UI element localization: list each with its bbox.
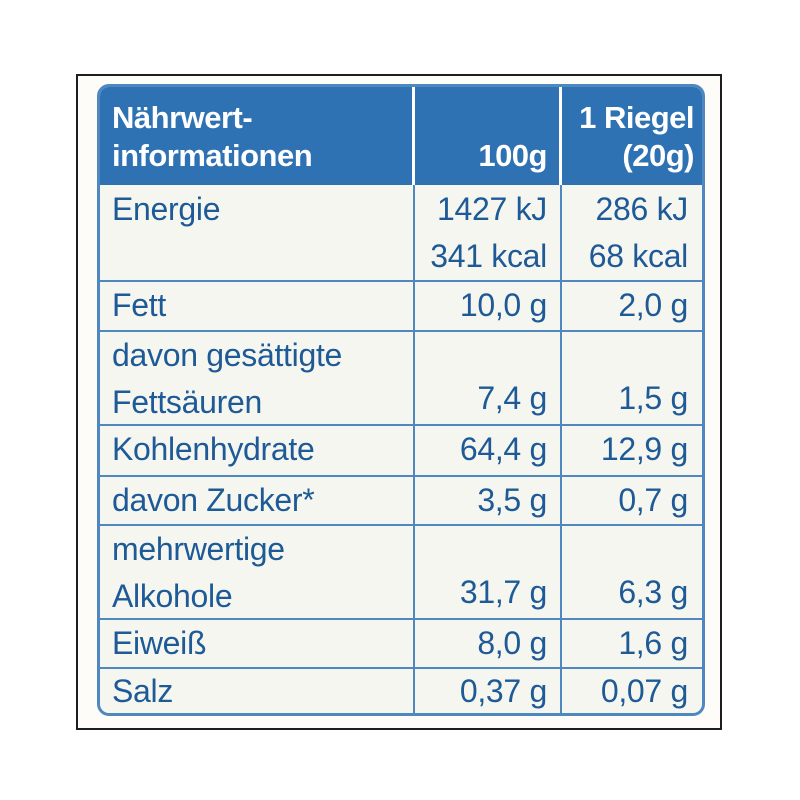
table-row: Salz 0,37 g 0,07 g bbox=[100, 669, 702, 713]
value-line: 3,5 g bbox=[477, 482, 547, 518]
table-row: Fett 10,0 g 2,0 g bbox=[100, 282, 702, 330]
table-row: davon gesättigte Fettsäuren 7,4 g 1,5 g bbox=[100, 332, 702, 424]
header-divider bbox=[559, 87, 562, 185]
value-line: 0,7 g bbox=[618, 482, 688, 518]
value-line: 68 kcal bbox=[588, 238, 689, 274]
per-bar-value: 1,6 g bbox=[562, 620, 702, 667]
label-line: davon gesättigte bbox=[112, 337, 343, 373]
value-line: 10,0 g bbox=[459, 287, 547, 323]
value-line: 64,4 g bbox=[459, 431, 547, 467]
per-100g-value: 3,5 g bbox=[415, 477, 559, 524]
per-100g-value: 0,37 g bbox=[415, 669, 559, 713]
per-bar-value: 0,07 g bbox=[562, 669, 702, 713]
nutrient-label: Salz bbox=[100, 669, 412, 713]
value-line: 12,9 g bbox=[600, 431, 688, 467]
header-per-bar: 1 Riegel (20g) bbox=[562, 87, 702, 185]
value-line: 8,0 g bbox=[477, 625, 547, 661]
per-100g-value: 10,0 g bbox=[415, 282, 559, 330]
per-100g-value: 1427 kJ 341 kcal bbox=[415, 185, 559, 280]
per-bar-value: 2,0 g bbox=[562, 282, 702, 330]
per-100g-value: 8,0 g bbox=[415, 620, 559, 667]
label-line: Alkohole bbox=[112, 578, 233, 614]
label-line: Eiweiß bbox=[112, 625, 207, 661]
per-100g-value: 31,7 g bbox=[415, 526, 559, 618]
label-line: Kohlenhydrate bbox=[112, 431, 315, 467]
per-bar-value: 286 kJ 68 kcal bbox=[562, 185, 702, 280]
table-row: davon Zucker* 3,5 g 0,7 g bbox=[100, 477, 702, 524]
header-per-bar-line1: 1 Riegel bbox=[579, 100, 694, 135]
header-nutrition-info: Nährwert- informationen bbox=[112, 87, 412, 185]
nutrition-table: Nährwert- informationen 100g 1 Riegel (2… bbox=[97, 84, 705, 716]
value-line: 1427 kJ bbox=[437, 191, 547, 227]
label-line: Energie bbox=[112, 191, 221, 227]
label-line: Fettsäuren bbox=[112, 384, 262, 420]
header-per-100g-label: 100g bbox=[478, 138, 547, 173]
nutrient-label: Kohlenhydrate bbox=[100, 426, 412, 475]
per-bar-value: 0,7 g bbox=[562, 477, 702, 524]
row-divider bbox=[100, 667, 702, 669]
nutrient-label: Fett bbox=[100, 282, 412, 330]
row-divider bbox=[100, 280, 702, 282]
value-line: 286 kJ bbox=[595, 191, 689, 227]
table-header: Nährwert- informationen 100g 1 Riegel (2… bbox=[100, 87, 702, 185]
nutrient-label: davon gesättigte Fettsäuren bbox=[100, 332, 412, 424]
value-line: 0,07 g bbox=[600, 673, 688, 709]
label-line: Salz bbox=[112, 673, 174, 709]
column-divider bbox=[560, 185, 562, 713]
per-bar-value: 1,5 g bbox=[562, 332, 702, 424]
header-nutrition-info-line2: informationen bbox=[112, 138, 313, 173]
per-100g-value: 7,4 g bbox=[415, 332, 559, 424]
value-line: 0,37 g bbox=[459, 673, 547, 709]
header-nutrition-info-line1: Nährwert- bbox=[112, 100, 253, 135]
value-line: 341 kcal bbox=[430, 238, 547, 274]
nutrient-label: davon Zucker* bbox=[100, 477, 412, 524]
value-line: 31,7 g bbox=[459, 574, 547, 610]
label-line: mehrwertige bbox=[112, 531, 285, 567]
per-bar-value: 6,3 g bbox=[562, 526, 702, 618]
row-divider bbox=[100, 475, 702, 477]
table-row: Kohlenhydrate 64,4 g 12,9 g bbox=[100, 426, 702, 475]
row-divider bbox=[100, 524, 702, 526]
column-divider bbox=[413, 185, 415, 713]
table-row: Eiweiß 8,0 g 1,6 g bbox=[100, 620, 702, 667]
per-bar-value: 12,9 g bbox=[562, 426, 702, 475]
nutrient-label: mehrwertige Alkohole bbox=[100, 526, 412, 618]
per-100g-value: 64,4 g bbox=[415, 426, 559, 475]
row-divider bbox=[100, 424, 702, 426]
table-row: mehrwertige Alkohole 31,7 g 6,3 g bbox=[100, 526, 702, 618]
header-per-100g: 100g bbox=[415, 87, 559, 185]
value-line: 1,6 g bbox=[618, 625, 688, 661]
row-divider bbox=[100, 330, 702, 332]
row-divider bbox=[100, 618, 702, 620]
value-line: 7,4 g bbox=[477, 380, 547, 416]
header-divider bbox=[412, 87, 415, 185]
nutrient-label: Eiweiß bbox=[100, 620, 412, 667]
value-line: 1,5 g bbox=[618, 380, 688, 416]
label-line: davon Zucker* bbox=[112, 482, 315, 518]
header-per-bar-line2: (20g) bbox=[622, 138, 694, 173]
table-row: Energie 1427 kJ 341 kcal 286 kJ 68 kcal bbox=[100, 185, 702, 280]
label-line: Fett bbox=[112, 287, 166, 323]
nutrient-label: Energie bbox=[100, 185, 412, 280]
value-line: 2,0 g bbox=[618, 287, 688, 323]
value-line: 6,3 g bbox=[618, 574, 688, 610]
